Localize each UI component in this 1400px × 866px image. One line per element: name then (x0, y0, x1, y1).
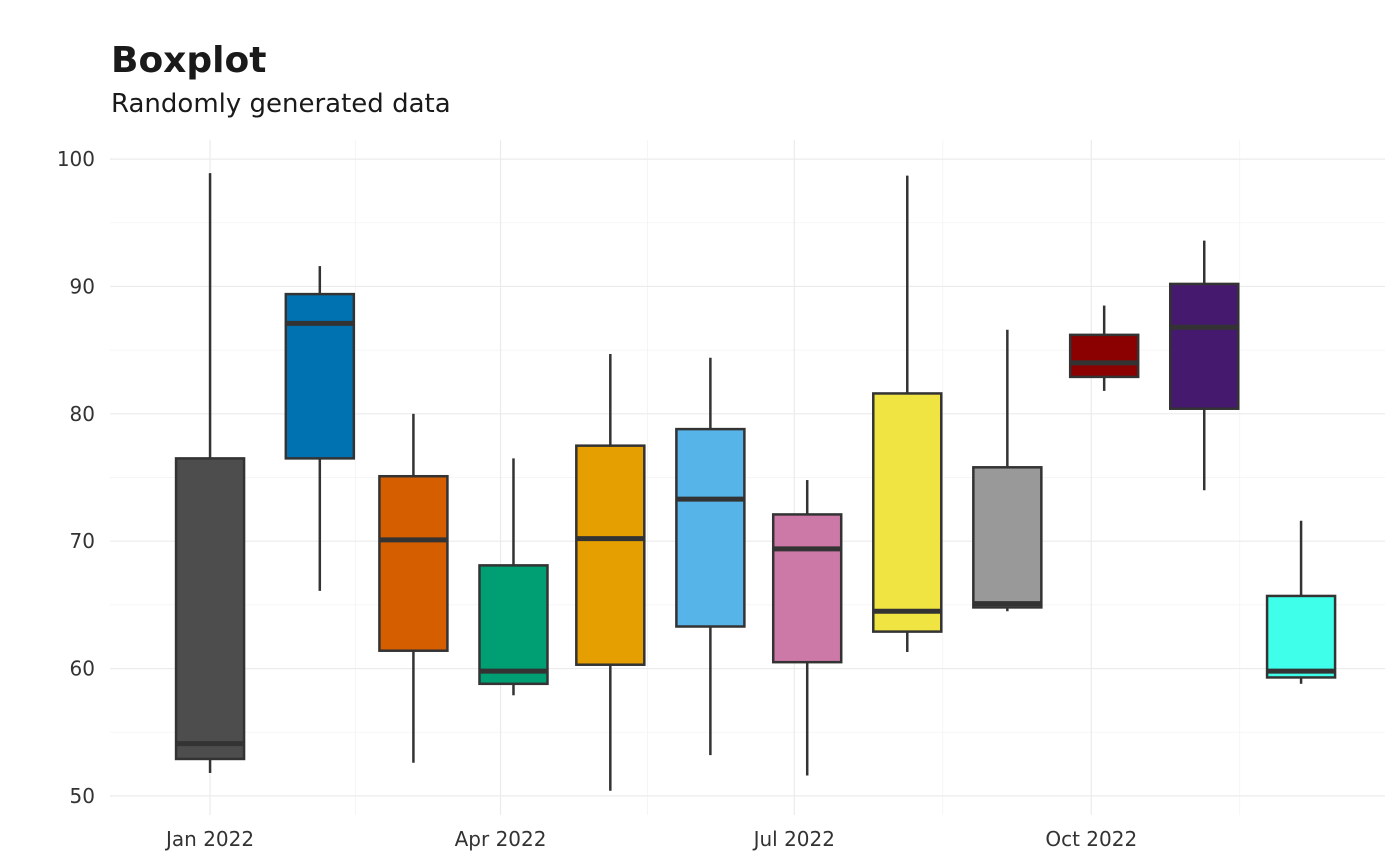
boxes (174, 173, 1337, 791)
box (1265, 520, 1337, 684)
box-body (378, 474, 449, 652)
box (872, 175, 943, 652)
box-body (1068, 333, 1140, 379)
box-body (1168, 282, 1240, 410)
box-body (972, 466, 1043, 609)
x-tick-label: Apr 2022 (455, 827, 547, 851)
y-tick-label: 100 (57, 147, 95, 171)
box (1168, 240, 1240, 491)
chart-subtitle: Randomly generated data (111, 89, 451, 119)
x-tick-label: Oct 2022 (1045, 827, 1137, 851)
x-axis-tick-labels: Jan 2022 Apr 2022 Jul 2022 Oct 2022 (164, 827, 1137, 851)
y-tick-label: 80 (70, 402, 95, 426)
y-tick-label: 60 (70, 657, 95, 681)
box-body (771, 513, 843, 664)
chart-title: Boxplot (111, 40, 267, 81)
y-tick-label: 50 (70, 784, 95, 808)
box-body (284, 292, 356, 460)
box-body (575, 444, 646, 666)
y-axis-tick-labels: 50 60 70 80 90 100 (57, 147, 95, 808)
x-tick-label: Jan 2022 (164, 827, 254, 851)
box-body (174, 457, 246, 761)
box-body (478, 564, 549, 686)
y-tick-label: 90 (70, 274, 95, 298)
box-body (675, 427, 746, 628)
box (675, 357, 746, 756)
box (771, 480, 843, 776)
box (378, 413, 449, 763)
box-body (1265, 594, 1337, 679)
box (284, 266, 356, 591)
box (1068, 305, 1140, 391)
y-tick-label: 70 (70, 529, 95, 553)
box-body (872, 392, 943, 633)
x-tick-label: Jul 2022 (752, 827, 835, 851)
minor-gridlines (110, 140, 1385, 815)
box (174, 173, 246, 773)
box (478, 458, 549, 696)
box (575, 353, 646, 791)
box (972, 329, 1043, 612)
